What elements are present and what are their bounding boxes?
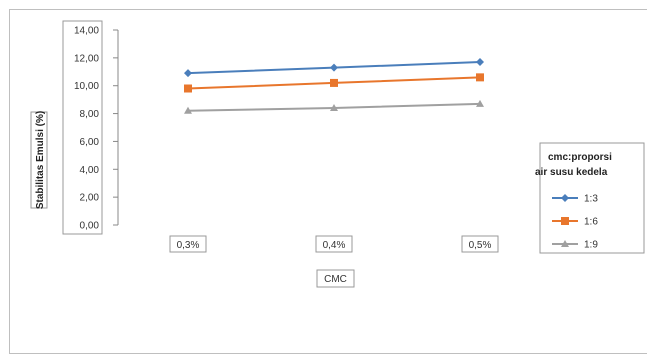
legend-title-line-2: air susu kedela — [535, 167, 608, 178]
legend-marker — [561, 194, 569, 202]
data-point — [476, 73, 484, 82]
y-axis-label-box — [30, 111, 48, 209]
y-tick-label: 10,00 — [74, 81, 99, 92]
x-tick-box — [169, 235, 207, 253]
x-tick-label: 0,3% — [177, 240, 200, 251]
x-ticks: 0,3% 0,4% 0,5% — [169, 235, 499, 253]
legend: cmc:proporsi air susu kedela 1:3 1:6 1:9 — [535, 142, 645, 254]
data-point — [330, 104, 338, 111]
y-tick-label: 12,00 — [74, 53, 99, 64]
y-tick-label: 14,00 — [74, 26, 99, 37]
x-tick-label: 0,4% — [323, 240, 346, 251]
y-tick-label: 2,00 — [80, 193, 100, 204]
x-axis-label-box — [316, 269, 355, 288]
y-axis-label: Stabilitas Emulsi (%) — [35, 111, 46, 209]
x-axis-label: CMC — [324, 274, 347, 285]
x-tick-label: 0,5% — [469, 240, 492, 251]
data-point — [184, 69, 192, 78]
legend-label: 1:6 — [584, 217, 598, 228]
x-tick-box — [315, 235, 353, 253]
data-point — [184, 106, 192, 114]
x-tick-box — [461, 235, 499, 253]
data-point — [184, 84, 192, 93]
y-tick-label: 6,00 — [80, 137, 100, 148]
y-tick-label: 8,00 — [80, 109, 100, 120]
data-point — [476, 99, 484, 107]
legend-label: 1:3 — [584, 194, 598, 205]
legend-items: 1:3 1:6 1:9 — [552, 194, 598, 251]
legend-box — [539, 142, 645, 254]
legend-title-line-1: cmc:proporsi — [548, 152, 612, 163]
data-point — [476, 58, 484, 67]
y-tick-box — [62, 20, 103, 235]
y-tick-label: 0,00 — [80, 221, 100, 232]
data-point — [330, 63, 338, 72]
legend-marker — [561, 240, 569, 247]
data-point — [330, 78, 338, 87]
y-tick-label: 4,00 — [80, 165, 100, 176]
legend-marker — [561, 217, 569, 225]
y-ticks: 0,00 2,00 4,00 6,00 8,00 10,00 12,00 14,00 — [74, 26, 118, 232]
legend-label: 1:9 — [584, 240, 598, 251]
series-group — [184, 58, 484, 114]
